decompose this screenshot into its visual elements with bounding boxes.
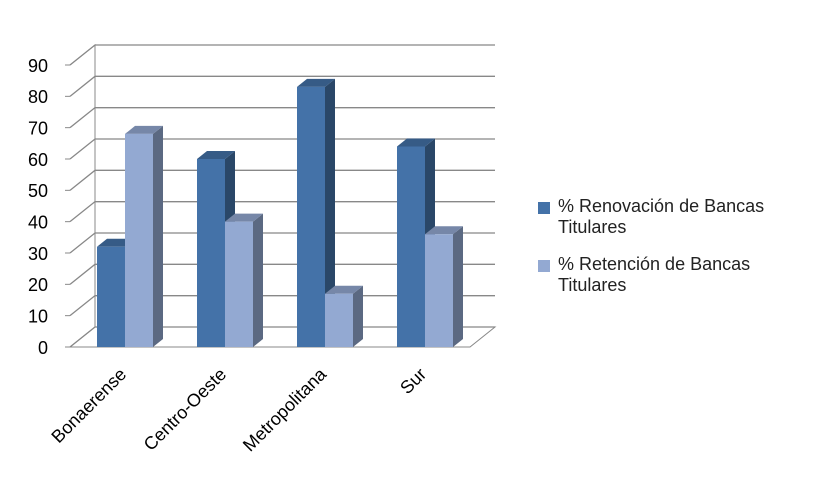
- grid-line: [69, 201, 495, 223]
- grid-line: [69, 107, 495, 129]
- legend-item: % Retención de Bancas Titulares: [538, 254, 788, 296]
- legend-item: % Renovación de Bancas Titulares: [538, 196, 788, 238]
- legend-swatch: [538, 260, 550, 272]
- bar: [425, 226, 463, 347]
- y-tick-label: 20: [28, 275, 48, 295]
- y-tick-label: 90: [28, 56, 48, 76]
- legend: % Renovación de Bancas Titulares % Retenc…: [538, 196, 788, 312]
- y-tick-label: 50: [28, 181, 48, 201]
- legend-label: % Retención de Bancas Titulares: [558, 254, 751, 295]
- y-tick-label: 80: [28, 87, 48, 107]
- y-tick-label: 70: [28, 118, 48, 138]
- x-tick-label: Sur: [396, 364, 430, 398]
- x-tick-label: Metropolitana: [239, 363, 331, 455]
- y-tick-label: 0: [38, 338, 48, 358]
- grid-line: [69, 138, 495, 160]
- side-wall: [69, 43, 96, 348]
- grid-line: [69, 232, 495, 254]
- grid-line: [69, 169, 495, 191]
- bar: [125, 125, 163, 347]
- legend-label: % Renovación de Bancas Titulares: [558, 196, 765, 237]
- bar: [297, 78, 335, 347]
- y-tick-label: 40: [28, 212, 48, 232]
- grid-line: [69, 263, 495, 285]
- grid-line: [69, 75, 495, 97]
- y-tick-label: 60: [28, 150, 48, 170]
- legend-swatch: [538, 202, 550, 214]
- y-tick-label: 10: [28, 306, 48, 326]
- bar: [325, 285, 363, 347]
- x-tick-label: Bonaerense: [47, 364, 130, 447]
- x-tick-label: Centro-Oeste: [140, 364, 231, 455]
- y-tick-label: 30: [28, 244, 48, 264]
- grid-line: [69, 44, 495, 66]
- bar: [225, 213, 263, 347]
